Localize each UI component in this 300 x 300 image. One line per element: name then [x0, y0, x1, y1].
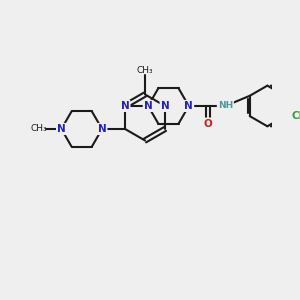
Text: CH₃: CH₃	[31, 124, 47, 134]
Text: N: N	[121, 101, 130, 111]
Text: N: N	[184, 101, 193, 111]
Text: NH: NH	[218, 101, 233, 110]
Text: N: N	[144, 101, 152, 111]
Text: N: N	[98, 124, 106, 134]
Text: CH₃: CH₃	[137, 66, 153, 75]
Text: N: N	[57, 124, 66, 134]
Text: O: O	[203, 118, 212, 129]
Text: N: N	[160, 101, 169, 111]
Text: Cl: Cl	[292, 111, 300, 121]
